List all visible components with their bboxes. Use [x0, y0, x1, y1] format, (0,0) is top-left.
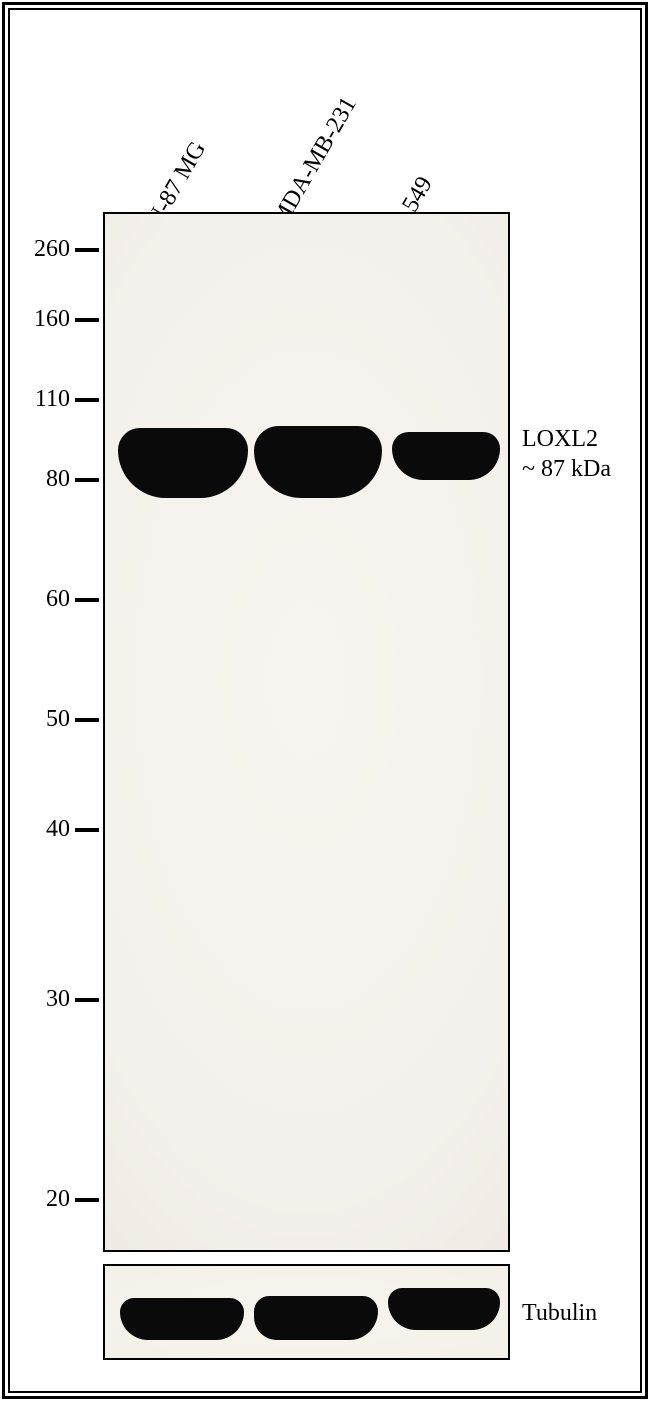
main-blot-membrane [103, 212, 510, 1252]
protein-size-label: ~ 87 kDa [522, 456, 611, 483]
mw-tick-30 [75, 998, 99, 1002]
mw-tick-20 [75, 1198, 99, 1202]
tubulin-band-lane-1 [120, 1298, 244, 1340]
mw-label-30: 30 [20, 986, 70, 1013]
loxl2-band-lane-1 [118, 428, 248, 498]
tubulin-band-lane-3 [388, 1288, 500, 1330]
mw-tick-110 [75, 398, 99, 402]
protein-name-label: LOXL2 [522, 426, 598, 453]
mw-tick-260 [75, 248, 99, 252]
mw-label-160: 160 [20, 306, 70, 333]
mw-tick-80 [75, 478, 99, 482]
loading-control-label: Tubulin [522, 1300, 597, 1327]
mw-label-60: 60 [20, 586, 70, 613]
mw-label-40: 40 [20, 816, 70, 843]
loxl2-band-lane-2 [254, 426, 382, 498]
loxl2-band-lane-3 [392, 432, 500, 480]
mw-tick-160 [75, 318, 99, 322]
mw-label-260: 260 [20, 236, 70, 263]
mw-tick-40 [75, 828, 99, 832]
mw-label-80: 80 [20, 466, 70, 493]
mw-tick-50 [75, 718, 99, 722]
main-blot-background [105, 214, 508, 1250]
mw-tick-60 [75, 598, 99, 602]
mw-label-110: 110 [20, 386, 70, 413]
mw-label-50: 50 [20, 706, 70, 733]
tubulin-band-lane-2 [254, 1296, 378, 1340]
mw-label-20: 20 [20, 1186, 70, 1213]
